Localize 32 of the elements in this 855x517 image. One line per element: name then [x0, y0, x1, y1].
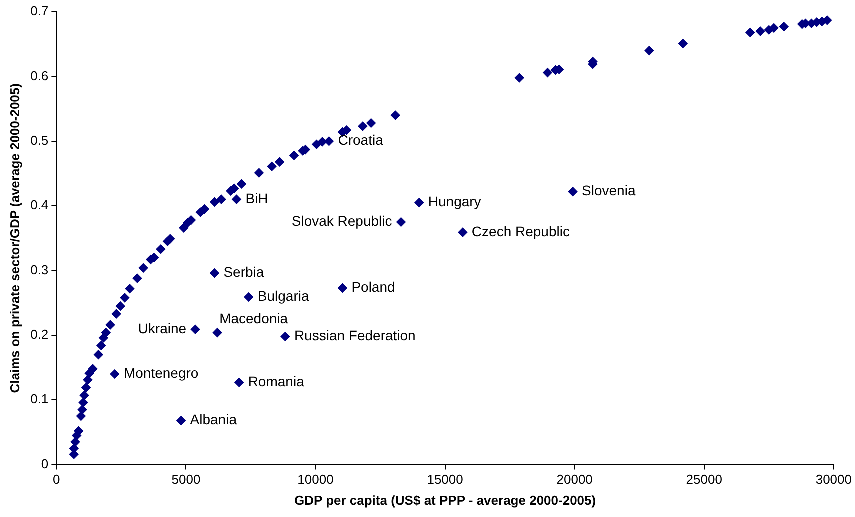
annotation: Albania [190, 412, 238, 428]
y-tick-label: 0.1 [30, 392, 49, 407]
y-axis-title: Claims on private sector/GDP (average 2000-2005) [7, 84, 22, 394]
annotation: Croatia [338, 132, 384, 148]
y-tick-label: 0.2 [30, 327, 49, 342]
annotation: Serbia [224, 264, 264, 280]
annotation: BiH [246, 190, 268, 206]
x-tick-label: 5000 [172, 472, 201, 488]
y-tick-label: 0.3 [30, 262, 49, 278]
annotation: Poland [352, 279, 396, 296]
y-tick-label: 0 [41, 456, 49, 472]
x-tick-label: 30000 [816, 472, 852, 488]
annotation: Bulgaria [258, 288, 310, 304]
annotation: Czech Republic [472, 223, 570, 240]
x-tick-label: 25000 [686, 472, 722, 488]
annotation: Slovak Republic [292, 213, 392, 230]
annotation: Ukraine [138, 320, 187, 336]
annotation: Romania [248, 374, 305, 390]
annotation: Russian Federation [294, 328, 416, 344]
annotation: Montenegro [124, 365, 199, 382]
y-tick-label: 0.6 [30, 68, 49, 84]
y-tick-label: 0.4 [30, 198, 49, 213]
y-tick-label: 0.5 [30, 132, 49, 148]
annotation: Hungary [428, 194, 482, 210]
x-tick-label: 10000 [298, 472, 334, 488]
y-tick-label: 0.7 [30, 4, 49, 19]
annotation: Slovenia [582, 182, 636, 199]
x-tick-label: 20000 [556, 472, 593, 488]
annotation: Macedonia [220, 310, 288, 327]
x-tick-label: 0 [53, 472, 60, 488]
x-axis-title: GDP per capita (US$ at PPP - average 2000-2005) [294, 492, 596, 508]
x-tick-label: 15000 [427, 472, 464, 488]
